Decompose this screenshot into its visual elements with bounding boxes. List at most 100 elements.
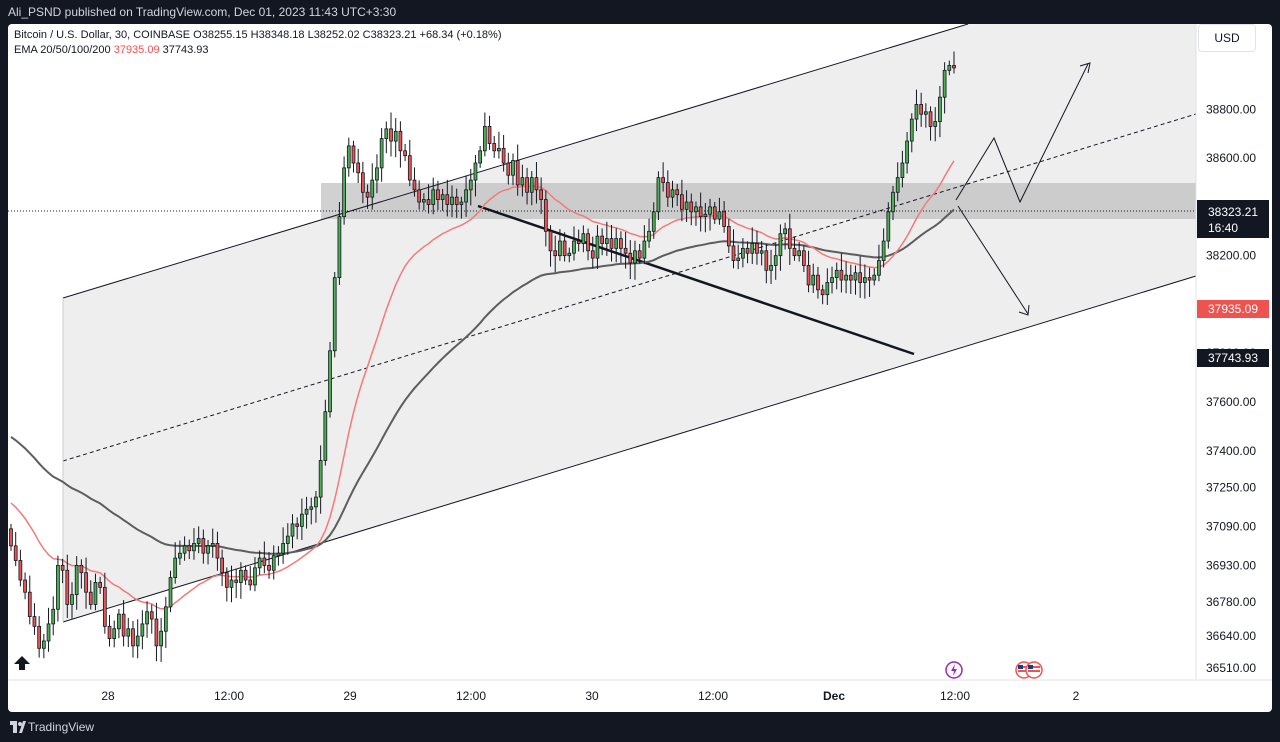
candle-132 bbox=[628, 240, 633, 280]
candle-144 bbox=[684, 190, 689, 223]
time-scale[interactable]: 28 12:00 29 12:00 30 12:00 Dec 12:00 2 bbox=[101, 689, 1079, 703]
candle-4 bbox=[27, 575, 32, 625]
candle-120 bbox=[572, 226, 576, 261]
candle-112 bbox=[534, 162, 539, 204]
candle-164 bbox=[778, 224, 783, 271]
ema2-price-tag: 37743.93 bbox=[1197, 349, 1269, 367]
candle-156 bbox=[741, 238, 745, 268]
candle-150 bbox=[712, 202, 717, 224]
candle-165 bbox=[783, 222, 787, 250]
candle-92 bbox=[440, 188, 445, 211]
candle-108 bbox=[515, 144, 520, 196]
candle-136 bbox=[647, 218, 651, 248]
candle-33 bbox=[163, 596, 168, 649]
lightning-event-icon[interactable] bbox=[945, 661, 963, 679]
candle-54 bbox=[262, 541, 267, 574]
candle-56 bbox=[271, 545, 276, 580]
legend-low-label: L bbox=[307, 29, 314, 41]
candle-178 bbox=[844, 261, 848, 294]
footer-bar: TradingView bbox=[0, 712, 1280, 742]
candle-77 bbox=[370, 163, 375, 210]
x-tick-label-0: 28 bbox=[101, 689, 115, 703]
candle-61 bbox=[295, 517, 300, 540]
candle-86 bbox=[412, 167, 417, 197]
y-tick-label-6: 37600.00 bbox=[1206, 395, 1256, 409]
candle-109 bbox=[520, 164, 525, 197]
candle-57 bbox=[276, 546, 281, 566]
candle-45 bbox=[220, 549, 224, 587]
candle-41 bbox=[201, 529, 206, 564]
candle-63 bbox=[304, 496, 309, 529]
legend-open: 38255.15 bbox=[201, 29, 248, 41]
candle-148 bbox=[703, 202, 708, 233]
candle-82 bbox=[393, 118, 398, 158]
bullish-arrow-head bbox=[1079, 62, 1091, 74]
candle-104 bbox=[497, 131, 501, 159]
candle-110 bbox=[525, 167, 529, 205]
candle-123 bbox=[586, 228, 590, 261]
publisher-text: Ali_PSND published on TradingView.com, D… bbox=[8, 5, 397, 19]
candle-160 bbox=[759, 241, 764, 266]
legend-high-label: H bbox=[250, 29, 259, 41]
candle-153 bbox=[726, 218, 731, 253]
y-tick-label-3: 38200.00 bbox=[1206, 249, 1256, 263]
candle-38 bbox=[187, 539, 192, 560]
candle-10 bbox=[56, 555, 60, 622]
candle-198 bbox=[938, 85, 942, 138]
candle-180 bbox=[853, 265, 858, 295]
candle-177 bbox=[839, 253, 844, 293]
price-scale[interactable]: 38800.0038600.0038400.0038200.0038000.00… bbox=[1206, 102, 1256, 674]
candle-111 bbox=[529, 171, 534, 206]
ema-layer bbox=[10, 160, 955, 610]
candle-62 bbox=[300, 498, 304, 541]
candle-6 bbox=[37, 616, 42, 658]
candle-191 bbox=[905, 132, 909, 174]
candle-88 bbox=[422, 193, 426, 211]
candle-169 bbox=[802, 245, 806, 273]
candle-3 bbox=[23, 572, 27, 600]
tradingview-logo-icon bbox=[10, 721, 26, 733]
candle-105 bbox=[501, 134, 506, 172]
chart-frame[interactable]: 38800.0038600.0038400.0038200.0038000.00… bbox=[8, 24, 1272, 712]
up-arrow-icon[interactable] bbox=[14, 656, 30, 670]
candle-5 bbox=[32, 603, 37, 635]
candle-143 bbox=[680, 179, 684, 222]
candle-97 bbox=[464, 175, 468, 217]
candle-27 bbox=[135, 619, 140, 659]
ema-fast-line bbox=[10, 160, 955, 610]
candle-20 bbox=[102, 572, 107, 634]
legend-close: 38323.21 bbox=[370, 29, 417, 41]
candle-117 bbox=[558, 229, 562, 261]
candle-192 bbox=[909, 113, 914, 153]
currency-button[interactable]: USD bbox=[1198, 24, 1256, 52]
candle-75 bbox=[361, 161, 365, 204]
legend-ema1: 37935.09 bbox=[113, 44, 160, 56]
candle-29 bbox=[145, 601, 149, 638]
candle-31 bbox=[154, 602, 159, 662]
ema1-tag-value: 37935.09 bbox=[1208, 302, 1258, 316]
candle-16 bbox=[84, 557, 88, 609]
candle-121 bbox=[576, 229, 581, 252]
candle-32 bbox=[159, 618, 163, 662]
candle-39 bbox=[192, 528, 196, 560]
candle-74 bbox=[356, 148, 361, 184]
candle-135 bbox=[642, 225, 647, 265]
candle-137 bbox=[651, 202, 656, 239]
candle-185 bbox=[877, 244, 881, 282]
candle-125 bbox=[595, 225, 600, 270]
candle-126 bbox=[600, 228, 604, 256]
price-chart[interactable]: 38800.0038600.0038400.0038200.0038000.00… bbox=[8, 24, 1272, 712]
candle-107 bbox=[511, 153, 515, 186]
candle-176 bbox=[834, 262, 839, 290]
us-flag-event-icon-2[interactable] bbox=[1025, 661, 1043, 679]
candle-9 bbox=[51, 596, 56, 636]
candle-174 bbox=[825, 268, 830, 305]
candle-21 bbox=[107, 614, 112, 647]
channel-mid-line bbox=[62, 113, 1197, 462]
candle-60 bbox=[290, 514, 295, 549]
candle-14 bbox=[74, 556, 79, 610]
y-tick-label-7: 37400.00 bbox=[1206, 444, 1256, 458]
legend-ema-row: EMA 20/50/100/200 37935.09 37743.93 bbox=[14, 43, 502, 58]
candle-170 bbox=[806, 250, 811, 293]
candle-173 bbox=[820, 284, 825, 305]
